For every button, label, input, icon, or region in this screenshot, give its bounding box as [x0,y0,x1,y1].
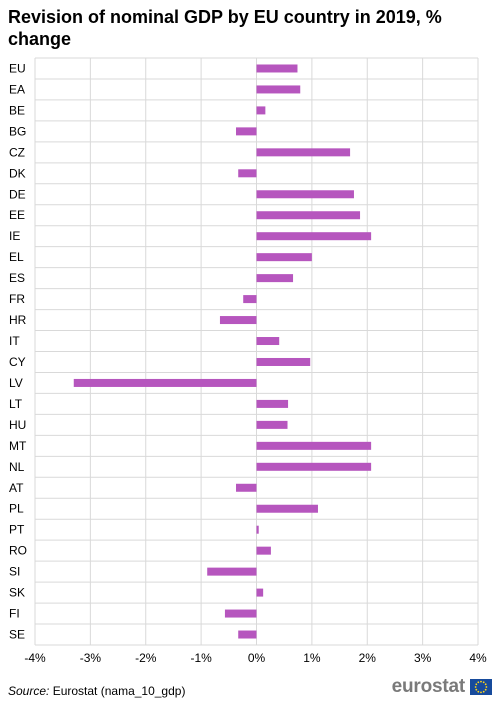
bar-es [256,274,294,283]
bar-lt [256,399,289,408]
bar-fr [243,295,257,304]
category-label: IE [9,229,20,243]
x-tick-label: 2% [359,651,377,665]
bar-ee [256,211,361,220]
bar-eu [256,64,298,73]
bar-nl [256,462,372,471]
bar-dk [238,169,257,178]
category-label: CZ [9,145,25,159]
category-label: BE [9,103,25,117]
category-label: DE [9,187,26,201]
bar-mt [256,441,372,450]
category-label: SI [9,565,20,579]
category-label: DK [9,166,26,180]
bar-fi [224,609,257,618]
bar-ro [256,546,271,555]
x-tick-label: -2% [135,651,157,665]
category-label: ES [9,271,25,285]
bar-bg [236,127,257,136]
bar-si [207,567,257,576]
bar-cz [256,148,351,157]
x-tick-label: -3% [80,651,102,665]
x-tick-label: -1% [190,651,212,665]
source-text: Eurostat (nama_10_gdp) [52,684,186,698]
bar-ea [256,85,301,94]
eurostat-logo-text: eurostat [391,676,466,697]
category-label: EA [9,82,25,96]
bar-hu [256,420,288,429]
category-label: HR [9,313,27,327]
category-label: CY [9,355,26,369]
category-label: MT [9,439,27,453]
bar-sk [256,588,264,597]
x-tick-label: -4% [24,651,46,665]
category-label: FI [9,607,20,621]
x-tick-label: 3% [414,651,432,665]
category-label: EU [9,61,26,75]
category-label: BG [9,124,26,138]
x-tick-label: 4% [469,651,487,665]
source-note: Source: Eurostat (nama_10_gdp) [8,684,185,698]
category-label: EL [9,250,24,264]
bar-cy [256,357,311,366]
category-label: EE [9,208,25,222]
category-label: PL [9,502,24,516]
category-label: IT [9,334,20,348]
category-label: AT [9,481,24,495]
bar-pl [256,504,318,513]
bar-ie [256,232,372,241]
category-label: LT [9,397,23,411]
bar-hr [219,316,257,325]
category-label: RO [9,544,27,558]
bar-it [256,337,280,346]
category-label: SK [9,586,25,600]
bar-el [256,253,312,262]
category-label: FR [9,292,25,306]
chart-title: Revision of nominal GDP by EU country in… [8,7,442,49]
bar-at [236,483,257,492]
eurostat-logo: eurostat [392,676,492,698]
x-tick-label: 0% [248,651,266,665]
category-label: PT [9,523,25,537]
bar-de [256,190,354,199]
category-label: NL [9,460,25,474]
category-label: SE [9,628,25,642]
bar-pt [256,525,259,534]
eu-flag-icon [470,679,492,695]
bar-lv [73,378,257,387]
category-label: HU [9,418,26,432]
category-label: LV [9,376,23,390]
source-label: Source: [8,684,50,698]
x-tick-label: 1% [303,651,321,665]
bar-se [238,630,257,639]
bar-be [256,106,266,115]
